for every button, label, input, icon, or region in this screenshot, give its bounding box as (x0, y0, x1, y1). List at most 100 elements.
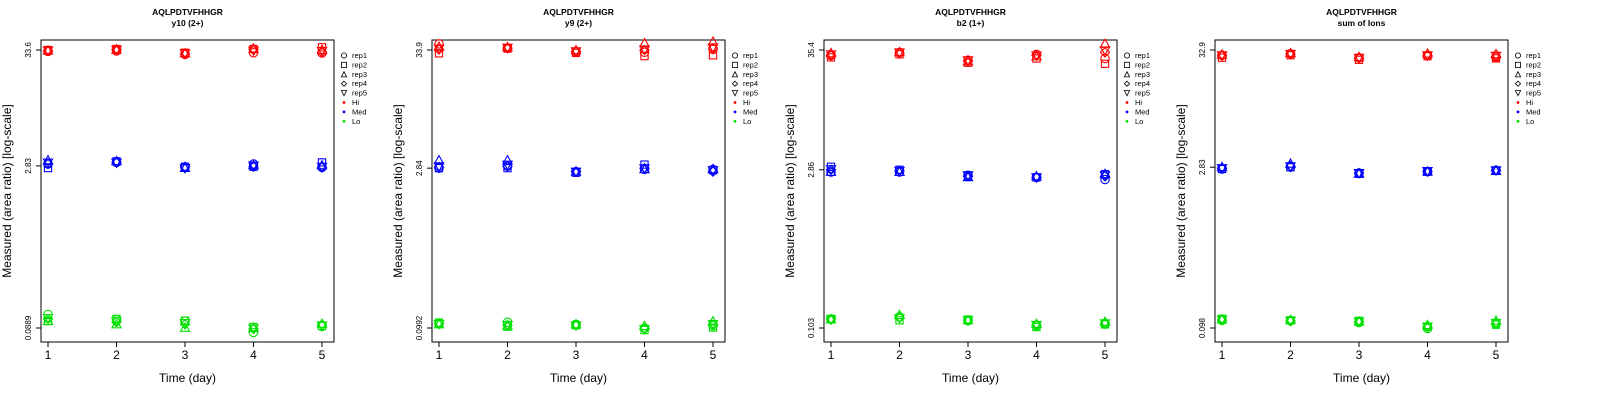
data-point-hi-rep1 (434, 39, 444, 49)
data-point-med-rep5 (962, 171, 974, 182)
legend-label: rep1 (743, 51, 758, 60)
y-axis-label: Measured (area ratio) [log-scale] (391, 104, 405, 277)
y-axis-label: Measured (area ratio) [log-scale] (1174, 104, 1188, 277)
data-point-lo-rep5 (1099, 319, 1111, 330)
x-tick-label: 5 (319, 348, 326, 362)
legend-symbol-rep4 (1514, 80, 1522, 87)
legend-dot-hi (733, 101, 737, 104)
legend-label: rep4 (352, 79, 367, 88)
data-point-hi-rep5 (316, 46, 328, 57)
data-point-hi-rep5 (825, 50, 837, 61)
data-point-hi-rep1 (248, 47, 259, 58)
x-tick-label: 2 (896, 348, 903, 362)
legend-label: rep3 (743, 70, 758, 79)
data-point-hi-rep3 (638, 37, 651, 48)
legend-label: Hi (352, 98, 359, 107)
data-point-lo-rep3 (570, 318, 582, 329)
data-point-lo-rep5 (179, 319, 191, 329)
data-point-lo-rep5 (1284, 316, 1297, 327)
legend-label: Lo (1526, 117, 1534, 126)
data-point-hi-rep2 (826, 53, 836, 62)
legend-label: rep2 (1135, 60, 1150, 69)
data-point-lo-rep5 (316, 321, 328, 332)
y-tick-label: 33.9 (415, 42, 424, 58)
data-point-lo-rep5 (501, 320, 514, 331)
data-point-med-rep5 (433, 162, 445, 173)
data-point-lo-rep5 (1353, 317, 1365, 328)
data-point-med-rep5 (110, 158, 123, 169)
x-tick-label: 3 (965, 348, 972, 362)
y-tick-label: 35.4 (807, 42, 816, 58)
legend-symbol-rep3 (340, 70, 348, 78)
data-point-med-rep5 (247, 161, 260, 172)
legend-label: Lo (1135, 117, 1143, 126)
y-tick-label: 0.0992 (415, 315, 424, 340)
data-point-lo-rep3 (1216, 313, 1228, 324)
data-point-hi-rep5 (247, 46, 260, 57)
y-tick-label: 2.83 (1198, 159, 1207, 175)
data-point-hi-rep2 (640, 51, 649, 61)
data-point-hi-rep5 (707, 43, 719, 54)
x-tick-label: 4 (641, 348, 648, 362)
legend-symbol-rep1 (1124, 52, 1131, 59)
data-point-lo-rep3 (1353, 315, 1365, 326)
legend-symbol-rep5 (1514, 90, 1522, 97)
legend-label: Hi (1526, 98, 1533, 107)
legend-label: rep4 (1526, 79, 1541, 88)
data-point-lo-rep5 (707, 319, 719, 330)
data-point-hi-rep2 (1100, 59, 1110, 68)
x-tick-label: 5 (710, 348, 717, 362)
legend-symbol-rep5 (1123, 90, 1131, 97)
legend-label: Hi (743, 98, 750, 107)
data-point-hi-rep5 (1421, 51, 1434, 62)
legend-symbol-rep2 (732, 61, 739, 68)
data-point-hi-rep5 (962, 56, 974, 67)
y-axis-label: Measured (area ratio) [log-scale] (0, 104, 14, 277)
data-point-med-rep5 (1030, 173, 1043, 184)
data-point-hi-rep3 (707, 35, 719, 46)
x-tick-label: 1 (828, 348, 835, 362)
legend-label: rep3 (1135, 70, 1150, 79)
legend-label: rep4 (743, 79, 758, 88)
data-point-med-rep3 (501, 154, 514, 165)
legend-label: Hi (1135, 98, 1142, 107)
legend-label: rep1 (352, 51, 367, 60)
legend-label: rep3 (352, 70, 367, 79)
chart-title: AQLPDTVFHHGR (935, 7, 1006, 17)
data-point-lo-rep5 (570, 321, 582, 332)
data-point-med-rep5 (1216, 164, 1228, 175)
data-point-med-rep5 (893, 166, 906, 177)
chart-subtitle: b2 (1+) (957, 18, 985, 28)
data-point-med-rep5 (707, 166, 719, 177)
data-point-hi-rep1 (639, 47, 650, 58)
x-tick-label: 5 (1102, 348, 1109, 362)
plot-frame (1214, 39, 1509, 343)
x-tick-label: 5 (1493, 348, 1500, 362)
data-point-med-rep3 (570, 165, 582, 176)
legend-dot-lo (342, 119, 346, 123)
legend-dot-hi (1125, 101, 1129, 104)
data-point-lo-rep5 (433, 319, 445, 330)
data-point-med-rep5 (1284, 162, 1297, 173)
x-tick-label: 3 (182, 348, 189, 362)
data-point-lo-rep5 (893, 314, 906, 324)
data-point-med-rep5 (501, 160, 514, 171)
data-point-hi-rep5 (1216, 51, 1228, 62)
data-point-hi-rep5 (893, 48, 906, 59)
legend-label: Lo (743, 117, 751, 126)
chart-title: AQLPDTVFHHGR (1326, 7, 1397, 17)
x-tick-label: 2 (1287, 348, 1294, 362)
legend-symbol-rep1 (1515, 52, 1522, 59)
legend-dot-med (342, 110, 346, 114)
legend-label: Med (1135, 107, 1150, 116)
x-tick-label: 1 (436, 348, 443, 362)
legend-symbol-rep4 (731, 80, 739, 87)
y-tick-label: 33.6 (24, 42, 33, 58)
data-point-med-rep2 (317, 158, 327, 167)
